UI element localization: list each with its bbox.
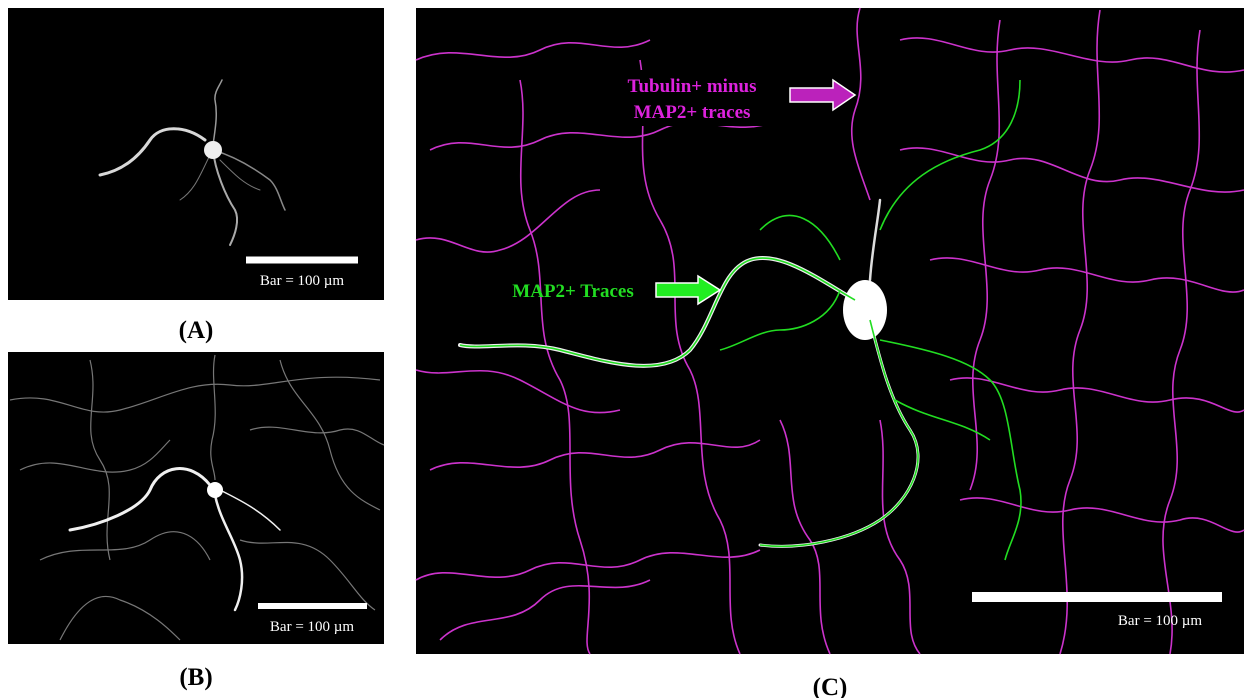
annotation: MAP2+ traces	[634, 102, 751, 123]
panel-a: Bar = 100 µm (A)	[8, 8, 384, 344]
scale-text: Bar = 100 µm	[270, 619, 355, 635]
panel-label: (A)	[179, 317, 214, 344]
panel-b: Bar = 100 µm (B)	[8, 352, 384, 691]
figure: Bar = 100 µm (A) Bar = 100 µm (B)	[0, 0, 1249, 698]
annotation: Tubulin+ minus	[628, 76, 757, 97]
panel-c: Bar = 100 µm Tubulin+ minus MAP2+ traces…	[416, 8, 1244, 698]
annotation: MAP2+ Traces	[512, 281, 633, 302]
scale-text: Bar = 100 µm	[1118, 613, 1203, 629]
micrograph	[416, 8, 1244, 654]
micrograph	[8, 8, 384, 300]
panel-label: (C)	[813, 674, 848, 698]
panel-label: (B)	[179, 664, 212, 691]
micrograph	[8, 352, 384, 644]
scale-text: Bar = 100 µm	[260, 273, 345, 289]
